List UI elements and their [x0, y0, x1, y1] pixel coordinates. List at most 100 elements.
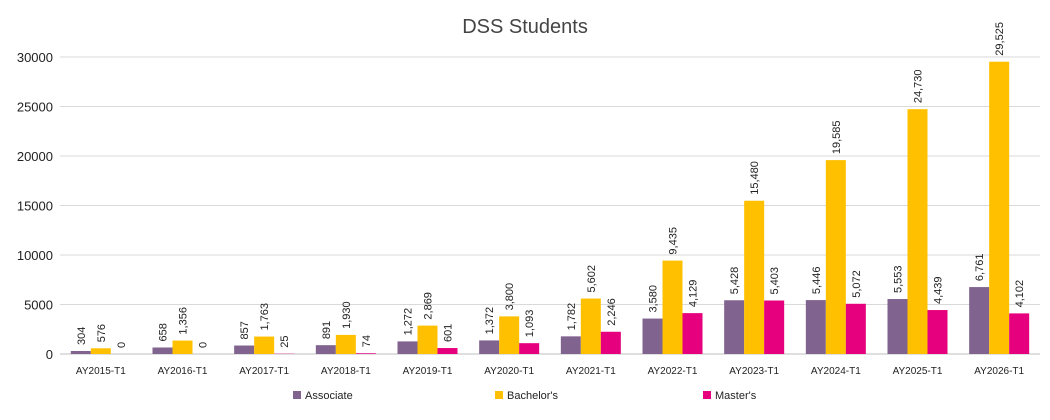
bar-bachelors — [335, 334, 356, 354]
bar-associate — [397, 341, 418, 354]
data-label: 304 — [76, 327, 88, 345]
data-label: 4,439 — [933, 277, 945, 305]
data-label: 1,372 — [484, 307, 496, 335]
x-axis-ticks: AY2015-T1 AY2016-T1 AY2017-T1 AY2018-T1 AY20… — [76, 366, 1025, 377]
bar-associate — [969, 287, 990, 354]
bar-associate — [642, 318, 663, 354]
y-tick-label: 10000 — [17, 248, 53, 263]
x-tick-label: AY2023-T1 — [729, 366, 779, 377]
data-label: 3,580 — [648, 285, 660, 313]
data-label: 5,403 — [769, 267, 781, 295]
x-tick-label: AY2015-T1 — [76, 366, 126, 377]
data-label: 4,102 — [1014, 280, 1026, 308]
data-label: 2,246 — [606, 298, 618, 326]
data-label: 5,602 — [586, 265, 598, 293]
legend-label: Bachelor's — [507, 390, 559, 402]
data-label: 4,129 — [688, 280, 700, 308]
data-label: 15,480 — [749, 161, 761, 195]
bar-masters — [682, 313, 703, 354]
x-tick-label: AY2020-T1 — [484, 366, 534, 377]
data-label: 1,272 — [403, 308, 415, 336]
data-label: 658 — [158, 323, 170, 341]
data-label: 5,446 — [811, 267, 823, 295]
bar-masters — [927, 310, 948, 354]
bar-associate — [805, 300, 826, 354]
bars — [70, 61, 1030, 354]
bar-bachelors — [744, 200, 765, 354]
bar-associate — [479, 340, 500, 354]
y-tick-label: 30000 — [17, 50, 53, 65]
data-label: 9,435 — [668, 227, 680, 255]
legend: Associate Bachelor's Master's — [293, 390, 757, 402]
legend-swatch — [293, 391, 301, 399]
bar-masters — [355, 353, 376, 354]
data-label: 25 — [279, 336, 291, 348]
x-tick-label: AY2017-T1 — [239, 366, 289, 377]
data-label: 1,356 — [178, 307, 190, 335]
data-label: 6,761 — [974, 254, 986, 282]
data-label: 29,525 — [994, 22, 1006, 56]
bar-masters — [764, 300, 785, 354]
data-label: 1,093 — [524, 310, 536, 338]
data-label: 24,730 — [913, 70, 925, 104]
bar-associate — [887, 299, 908, 354]
bar-bachelors — [825, 160, 846, 354]
bar-associate — [315, 345, 336, 354]
data-label: 5,428 — [729, 267, 741, 295]
legend-label: Associate — [305, 390, 353, 402]
bar-associate — [70, 350, 91, 354]
data-label: 1,763 — [259, 303, 271, 331]
bar-bachelors — [90, 348, 111, 354]
bar-associate — [724, 300, 745, 354]
bar-masters — [600, 331, 621, 354]
x-tick-label: AY2021-T1 — [566, 366, 616, 377]
gridlines — [60, 56, 1040, 355]
data-label: 0 — [198, 342, 210, 348]
x-tick-label: AY2016-T1 — [158, 366, 208, 377]
y-tick-label: 5000 — [24, 298, 53, 313]
data-label: 74 — [361, 335, 373, 347]
bar-masters — [437, 348, 458, 354]
data-labels: 304 576 0 658 1,356 0 857 1,763 25 891 1,930 74 1,27… — [76, 22, 1026, 348]
y-axis-ticks: 0 5000 10000 15000 20000 25000 30000 — [17, 50, 53, 362]
data-label: 576 — [96, 324, 108, 342]
data-label: 601 — [443, 324, 455, 342]
data-label: 857 — [239, 321, 251, 339]
x-tick-label: AY2022-T1 — [648, 366, 698, 377]
bar-bachelors — [989, 61, 1010, 354]
chart-title: DSS Students — [462, 16, 588, 38]
x-tick-label: AY2025-T1 — [893, 366, 943, 377]
data-label: 891 — [321, 321, 333, 339]
bar-masters — [1009, 313, 1030, 354]
bar-bachelors — [662, 260, 683, 354]
bar-bachelors — [417, 325, 438, 354]
legend-swatch — [703, 391, 711, 399]
bar-bachelors — [254, 336, 275, 354]
bar-bachelors — [172, 340, 193, 354]
bar-associate — [234, 345, 255, 354]
data-label: 19,585 — [831, 120, 843, 154]
bar-masters — [519, 343, 540, 354]
bar-bachelors — [499, 316, 520, 354]
data-label: 1,782 — [566, 303, 578, 331]
y-tick-label: 15000 — [17, 199, 53, 214]
bar-associate — [560, 336, 581, 354]
bar-bachelors — [907, 109, 928, 354]
data-label: 3,800 — [504, 283, 516, 311]
legend-label: Master's — [715, 390, 757, 402]
data-label: 5,072 — [851, 270, 863, 298]
x-tick-label: AY2026-T1 — [974, 366, 1024, 377]
legend-swatch — [495, 391, 503, 399]
bar-bachelors — [580, 298, 601, 354]
x-tick-label: AY2024-T1 — [811, 366, 861, 377]
data-label: 5,553 — [893, 265, 905, 293]
x-tick-label: AY2019-T1 — [403, 366, 453, 377]
bar-associate — [152, 347, 173, 354]
x-tick-label: AY2018-T1 — [321, 366, 371, 377]
data-label: 2,869 — [423, 292, 435, 320]
y-tick-label: 0 — [46, 347, 53, 362]
data-label: 0 — [116, 342, 128, 348]
y-tick-label: 25000 — [17, 100, 53, 115]
